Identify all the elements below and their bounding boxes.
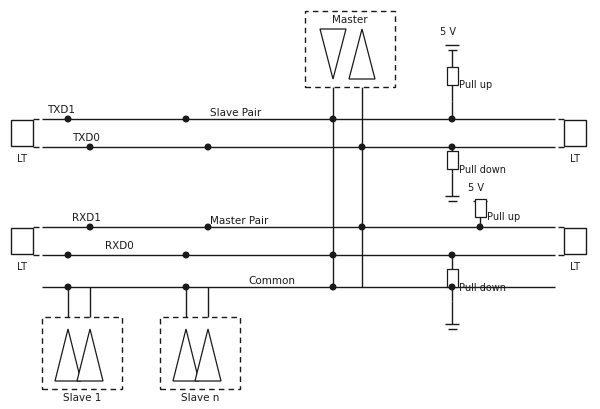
Text: LT: LT: [17, 154, 27, 164]
Text: 5 V: 5 V: [440, 27, 456, 37]
Bar: [42, 317, 122, 389]
Circle shape: [205, 225, 211, 230]
Text: D: D: [329, 50, 337, 59]
Text: Slave n: Slave n: [181, 392, 219, 402]
Text: RXD0: RXD0: [105, 240, 134, 250]
Circle shape: [449, 253, 455, 258]
Text: 5 V: 5 V: [468, 182, 484, 193]
Text: TXD1: TXD1: [47, 105, 75, 115]
Circle shape: [477, 225, 483, 230]
Text: LT: LT: [570, 154, 580, 164]
Text: Pull up: Pull up: [487, 212, 520, 222]
Bar: [564, 121, 586, 147]
Circle shape: [65, 285, 71, 290]
Circle shape: [449, 145, 455, 151]
Polygon shape: [55, 329, 81, 381]
Circle shape: [183, 285, 189, 290]
Text: Pull up: Pull up: [459, 80, 492, 90]
Circle shape: [359, 145, 365, 151]
Text: D: D: [182, 351, 190, 360]
Circle shape: [449, 117, 455, 123]
Text: Pull down: Pull down: [459, 282, 506, 292]
Text: RXD1: RXD1: [72, 213, 101, 222]
Bar: [11, 121, 33, 147]
Polygon shape: [320, 30, 346, 80]
Circle shape: [449, 285, 455, 290]
Circle shape: [359, 225, 365, 230]
Text: LT: LT: [570, 261, 580, 271]
Circle shape: [330, 117, 336, 123]
Text: Pull down: Pull down: [459, 164, 506, 175]
Bar: [305, 12, 395, 88]
Bar: [11, 229, 33, 254]
Text: LT: LT: [17, 261, 27, 271]
Bar: [564, 229, 586, 254]
Text: Slave Pair: Slave Pair: [210, 108, 261, 118]
Polygon shape: [195, 329, 221, 381]
Bar: [446, 67, 458, 85]
Text: Slave 1: Slave 1: [63, 392, 101, 402]
Circle shape: [205, 145, 211, 151]
Circle shape: [87, 145, 93, 151]
Text: Master Pair: Master Pair: [210, 216, 268, 225]
Bar: [446, 152, 458, 170]
Bar: [475, 199, 485, 217]
Circle shape: [65, 253, 71, 258]
Circle shape: [183, 253, 189, 258]
Bar: [160, 317, 240, 389]
Text: Common: Common: [248, 275, 295, 285]
Text: TXD0: TXD0: [72, 133, 100, 143]
Polygon shape: [77, 329, 103, 381]
Bar: [446, 270, 458, 287]
Text: R: R: [87, 351, 93, 360]
Circle shape: [330, 285, 336, 290]
Polygon shape: [349, 30, 375, 80]
Text: Master: Master: [332, 15, 368, 25]
Text: R: R: [205, 351, 211, 360]
Circle shape: [183, 117, 189, 123]
Circle shape: [65, 117, 71, 123]
Polygon shape: [173, 329, 199, 381]
Circle shape: [87, 225, 93, 230]
Text: D: D: [65, 351, 71, 360]
Circle shape: [330, 253, 336, 258]
Text: R: R: [359, 50, 365, 59]
